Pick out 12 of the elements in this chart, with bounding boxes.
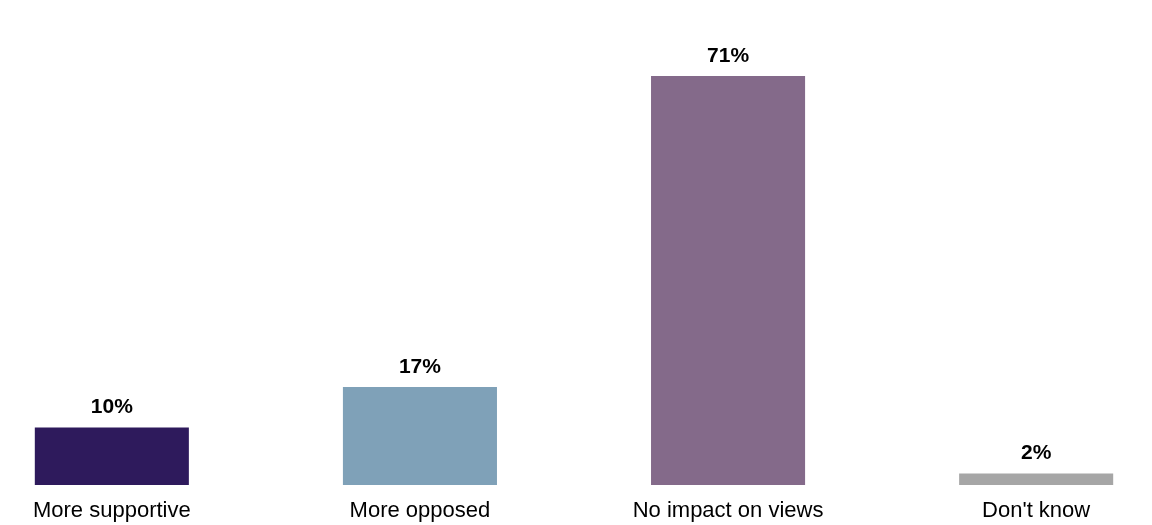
x-tick-label: No impact on views bbox=[632, 496, 824, 522]
x-tick-label: More opposed bbox=[349, 496, 491, 522]
bar bbox=[342, 387, 497, 485]
bar bbox=[651, 76, 806, 485]
data-label: 2% bbox=[1020, 440, 1052, 464]
data-label: 71% bbox=[707, 43, 750, 66]
data-label: 17% bbox=[398, 354, 442, 378]
x-tick-label: More supportive bbox=[32, 496, 191, 522]
data-label: 10% bbox=[90, 394, 134, 418]
bar bbox=[34, 427, 189, 485]
bar bbox=[959, 473, 1114, 485]
x-tick-label: Don't know bbox=[982, 496, 1091, 522]
